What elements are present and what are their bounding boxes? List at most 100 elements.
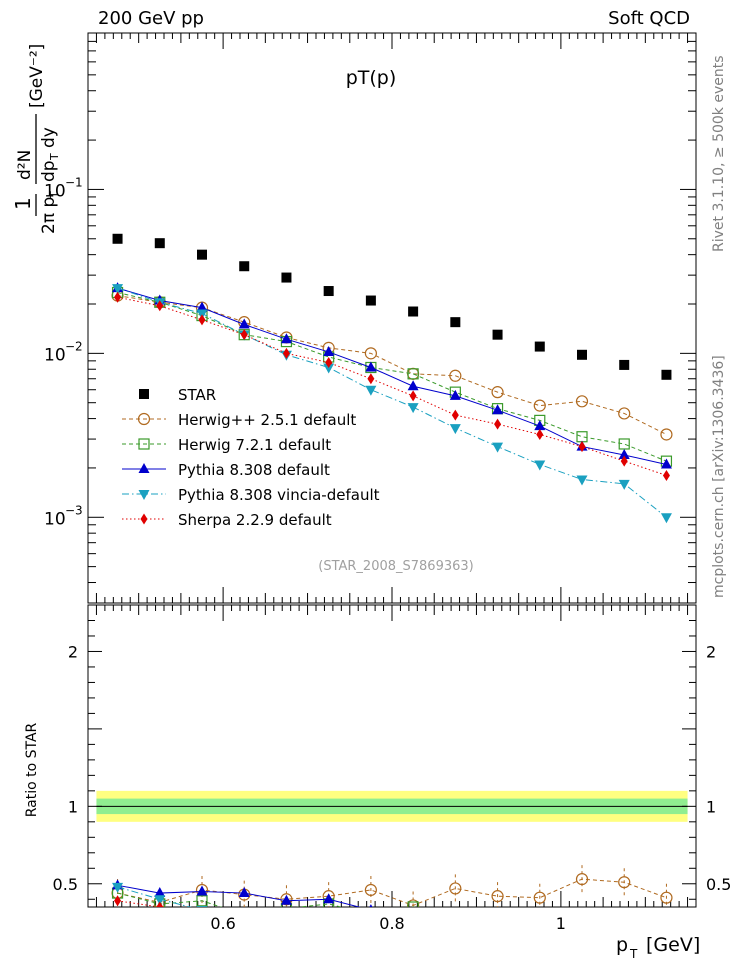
- ratio-point: [196, 885, 208, 896]
- y-axis-label: 1 2π p T d²N dp T dy [GeV⁻²]: [11, 44, 61, 234]
- ratio-point: [408, 909, 419, 919]
- data-point: [407, 403, 419, 414]
- x-tick-label: 1: [556, 914, 566, 933]
- data-point: [282, 347, 290, 359]
- ratio-point: [450, 911, 461, 921]
- y-tick-exponent: −2: [65, 339, 83, 353]
- series-4: [112, 284, 672, 524]
- data-point: [450, 317, 461, 328]
- header-left: 200 GeV pp: [98, 8, 204, 29]
- ratio-point: [196, 906, 208, 907]
- data-point: [577, 349, 587, 360]
- data-point: [575, 395, 589, 408]
- legend-marker: [140, 513, 148, 525]
- chart-title: pT(p): [346, 67, 397, 89]
- data-point: [660, 513, 672, 524]
- ratio-point: [408, 911, 419, 921]
- ratio-point: [535, 910, 545, 920]
- data-point: [198, 314, 206, 326]
- ratio-point: [364, 883, 377, 897]
- data-point: [156, 300, 164, 312]
- data-point: [407, 368, 419, 380]
- legend-marker: [138, 490, 150, 500]
- data-point: [618, 479, 630, 490]
- data-point: [367, 373, 375, 385]
- ratio-point: [323, 911, 334, 921]
- ratio-point: [663, 909, 670, 920]
- ratio-point: [494, 909, 501, 920]
- ratio-point: [366, 910, 376, 920]
- data-point: [620, 455, 628, 467]
- data-point: [449, 424, 461, 435]
- ratio-point: [112, 882, 124, 893]
- data-point: [492, 442, 504, 453]
- ratio-point: [241, 909, 248, 920]
- x-axis-label: p T [GeV]: [616, 934, 700, 961]
- legend-label: Herwig++ 2.5.1 default: [178, 411, 356, 429]
- ratio-tick-label-right: 1: [706, 797, 716, 816]
- data-point: [660, 428, 673, 441]
- ratio-point: [577, 910, 587, 920]
- data-point: [323, 286, 334, 297]
- ratio-point: [239, 910, 249, 920]
- y-tick-exponent: −3: [65, 503, 83, 517]
- data-point: [112, 284, 124, 295]
- ratio-point: [114, 895, 122, 907]
- ratio-point: [281, 911, 292, 921]
- ratio-tick-label: 1: [68, 797, 78, 816]
- legend-item: Herwig++ 2.5.1 default: [122, 411, 356, 429]
- ratio-tick-label-right: 2: [706, 642, 716, 661]
- data-point: [280, 333, 292, 344]
- ratio-line: [117, 892, 416, 907]
- ratio-point: [619, 911, 630, 921]
- ratio-series-3: [112, 882, 672, 921]
- legend-marker: [138, 438, 150, 450]
- data-point: [534, 341, 545, 352]
- svg-text:T: T: [48, 153, 61, 161]
- legend-item: Herwig 7.2.1 default: [122, 436, 331, 454]
- legend-label: Pythia 8.308 default: [178, 461, 330, 479]
- ratio-point: [533, 891, 546, 904]
- data-point: [409, 390, 417, 402]
- data-point: [408, 306, 419, 317]
- data-point: [536, 428, 544, 440]
- data-point: [365, 385, 377, 396]
- header-right: Soft QCD: [608, 8, 690, 29]
- legend-label: Sherpa 2.2.9 default: [178, 511, 332, 529]
- ratio-point: [579, 909, 586, 920]
- ratio-point: [239, 911, 250, 921]
- legend: STAR Herwig++ 2.5.1 default Herwig 7.2.1 d…: [122, 386, 380, 529]
- svg-text:dy: dy: [39, 127, 59, 148]
- ratio-y-label: Ratio to STAR: [24, 722, 40, 817]
- data-point: [660, 458, 672, 469]
- ratio-point: [493, 910, 503, 920]
- data-point: [154, 238, 165, 249]
- mcplots-label: mcplots.cern.ch [arXiv:1306.3436]: [711, 355, 727, 598]
- legend-label: Pythia 8.308 vincia-default: [178, 486, 380, 504]
- svg-text:1: 1: [11, 197, 35, 210]
- ratio-point: [660, 891, 673, 904]
- data-point: [578, 441, 586, 453]
- svg-text:T: T: [629, 947, 638, 961]
- data-point: [407, 380, 419, 391]
- data-point: [618, 438, 630, 450]
- data-point: [534, 460, 546, 471]
- svg-text:p: p: [616, 934, 628, 956]
- svg-text:T: T: [48, 191, 61, 199]
- ratio-point: [156, 901, 164, 907]
- data-point: [661, 369, 672, 380]
- ratio-point: [577, 909, 588, 919]
- ratio-point: [199, 909, 206, 920]
- ratio-point: [661, 910, 671, 920]
- ratio-band: [96, 790, 688, 822]
- ratio-point: [196, 895, 208, 907]
- data-point: [618, 407, 631, 420]
- ratio-point: [280, 894, 292, 905]
- ratio-point: [449, 882, 462, 895]
- y-tick-label: 10: [44, 181, 66, 201]
- legend-marker: [139, 389, 149, 399]
- ratio-point: [154, 895, 166, 906]
- svg-text:2π p: 2π p: [39, 197, 59, 234]
- ratio-point: [661, 911, 672, 921]
- ratio-point: [619, 909, 630, 919]
